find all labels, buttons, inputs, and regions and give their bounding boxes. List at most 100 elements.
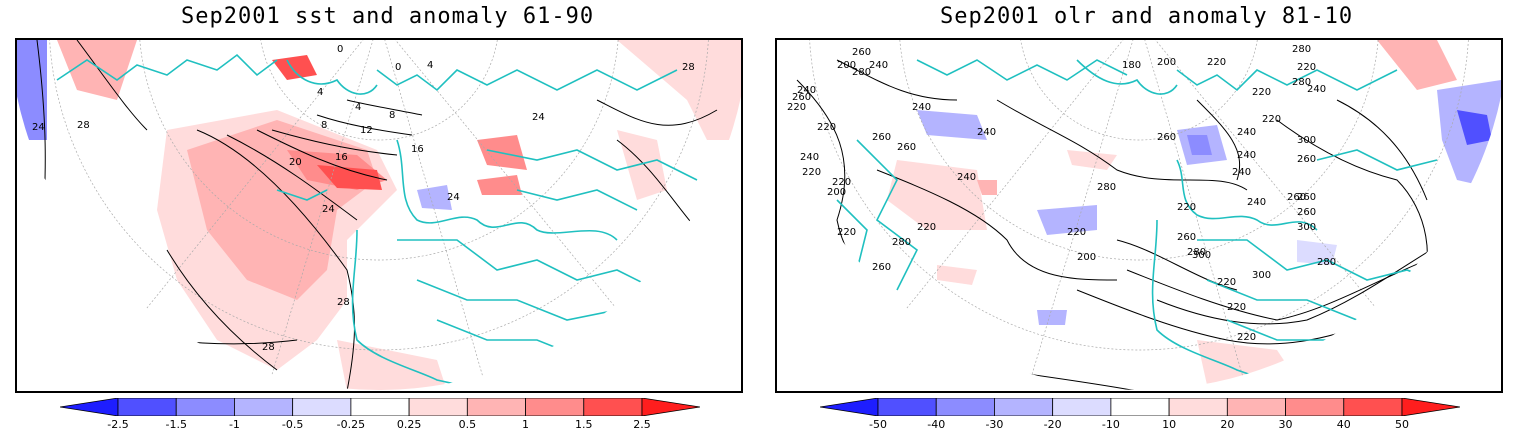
contour-label: 4: [427, 60, 433, 71]
colorbar-tick-label: 50: [1395, 418, 1409, 431]
colorbar-box: [1343, 397, 1403, 417]
contour-label: 280: [1097, 182, 1116, 193]
contour-label: 280: [1292, 44, 1311, 55]
contour-label: 280: [1292, 77, 1311, 88]
contour-label: 300: [1252, 270, 1271, 281]
contour-label: 4: [317, 87, 323, 98]
contour-label: 260: [1297, 207, 1316, 218]
colorbar-box: [994, 397, 1054, 417]
contour-label: 280: [1317, 257, 1336, 268]
colorbar-arrow-high: [1401, 397, 1461, 417]
contour-label: 12: [360, 125, 373, 136]
colorbar-box: [525, 397, 585, 417]
contour-label: 4: [355, 102, 361, 113]
colorbar-tick-label: 1: [522, 418, 530, 431]
colorbar-box: [292, 397, 352, 417]
contour-label: 220: [1177, 202, 1196, 213]
contour-label: 240: [869, 60, 888, 71]
colorbar-box: [1110, 397, 1170, 417]
contour-label: 220: [787, 102, 806, 113]
colorbar-box: [234, 397, 294, 417]
contour-label: 240: [912, 102, 931, 113]
contour-label: 8: [389, 110, 395, 121]
contour-label: 280: [1187, 247, 1206, 258]
olr-panel-title: Sep2001 olr and anomaly 81-10: [940, 4, 1354, 29]
contour-label: 260: [1287, 192, 1306, 203]
positive-anomaly-area: [1067, 150, 1117, 170]
colorbar-tick-label: -20: [1043, 418, 1062, 431]
contour-label: 28: [77, 120, 90, 131]
colorbar-tick-label: -10: [1101, 418, 1120, 431]
contour-label: 220: [1217, 277, 1236, 288]
contour-label: 260: [1297, 154, 1316, 165]
contour-label: 24: [32, 122, 45, 133]
contour-label: 260: [792, 92, 811, 103]
colorbar-box: [1168, 397, 1228, 417]
contour-label: 240: [797, 85, 816, 96]
negative-anomaly-area: [1037, 205, 1097, 235]
contour-label: 240: [1247, 197, 1266, 208]
contour-label: 220: [1227, 302, 1246, 313]
colorbar-tick-label: 2.5: [633, 418, 651, 431]
colorbar-arrow-low: [819, 397, 879, 417]
contour-label: 220: [917, 222, 936, 233]
contour-label: 220: [1207, 57, 1226, 68]
colorbar-tick-label: -0.5: [281, 418, 304, 431]
contour-label: 280: [852, 67, 871, 78]
contour-label: 220: [1067, 227, 1086, 238]
contour-label: 24: [322, 204, 335, 215]
olr-map: 260 240 200 280 220 220 240 180 220 280 220 280 220 2…: [775, 38, 1503, 393]
contour-label: 0: [395, 62, 401, 73]
colorbar-tick-label: -0.25: [336, 418, 366, 431]
contour-label: 240: [1237, 150, 1256, 161]
contour-label: 220: [832, 177, 851, 188]
contour-label: 200: [1077, 252, 1096, 263]
contour-label: 8: [321, 120, 327, 131]
colorbar-tick-label: -2.5: [107, 418, 129, 431]
contour-label: 16: [411, 144, 424, 155]
colorbar-box: [935, 397, 995, 417]
contour-label: 220: [1237, 332, 1256, 343]
positive-anomaly-area: [617, 130, 667, 200]
colorbar-tick-label: 20: [1220, 418, 1235, 431]
colorbar-tick-label: 0.25: [396, 418, 422, 431]
colorbar-box: [350, 397, 410, 417]
sst-colorbar-canvas: [59, 397, 701, 417]
contour-label: 220: [837, 227, 856, 238]
contour-label: 180: [1122, 60, 1141, 71]
contour-label: 200: [1157, 57, 1176, 68]
sst-map-canvas: 28 24 24 20 16 12 8 8 4 4 4 0 0 16 24 28…: [17, 40, 741, 391]
colorbar-tick-label: -40: [927, 418, 946, 431]
sst-colorbar: [59, 397, 701, 417]
negative-anomaly-area: [1187, 135, 1212, 155]
contour-label: 24: [447, 192, 460, 203]
contour-label: 0: [337, 44, 343, 55]
contour-label: 260: [1297, 192, 1316, 203]
negative-anomaly-area: [1037, 310, 1067, 325]
contour-label: 240: [1232, 167, 1251, 178]
colorbar-tick-label: 1.5: [575, 418, 593, 431]
colorbar-box: [1285, 397, 1345, 417]
colorbar-tick-label: -1: [228, 418, 240, 431]
contour-label: 24: [532, 112, 545, 123]
negative-anomaly-area: [917, 110, 987, 140]
contour-label: 260: [852, 47, 871, 58]
contour-label: 28: [682, 62, 695, 73]
colorbar-tick-label: -50: [869, 418, 887, 431]
negative-anomaly-area: [1457, 110, 1492, 145]
contour-label: 300: [1297, 222, 1316, 233]
contour-label: 20: [289, 157, 302, 168]
positive-anomaly-area: [337, 340, 447, 390]
contour-label: 200: [837, 60, 856, 71]
colorbar-box: [175, 397, 235, 417]
contour-label: 260: [872, 132, 891, 143]
contour-label: 240: [1307, 84, 1326, 95]
positive-anomaly-area: [477, 175, 522, 195]
contour-label: 240: [800, 152, 819, 163]
contour-label: 260: [1157, 132, 1176, 143]
contour-label: 200: [827, 187, 846, 198]
positive-anomaly-area: [1377, 40, 1457, 90]
colorbar-box: [408, 397, 468, 417]
contour-label: 280: [892, 237, 911, 248]
